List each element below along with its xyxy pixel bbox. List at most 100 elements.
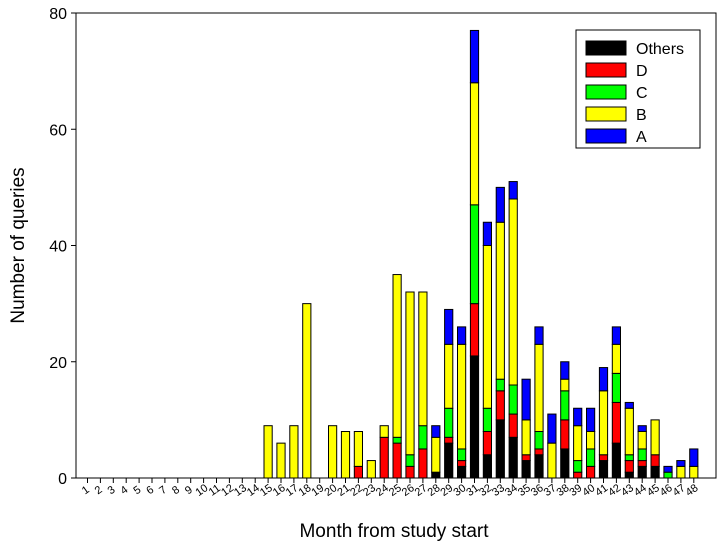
x-tick-label: 30: [451, 482, 468, 499]
bar-b-18: [302, 303, 312, 479]
bar-b-30: [457, 343, 467, 450]
bar-d-35: [521, 454, 531, 462]
bar-d-26: [405, 465, 415, 479]
bar-d-27: [418, 448, 428, 479]
bar-d-31: [469, 303, 480, 357]
bar-others-28: [431, 471, 441, 479]
bar-b-15: [263, 425, 273, 479]
bar-a-40: [586, 407, 596, 432]
bar-d-42: [611, 401, 621, 444]
x-tick-label: 31: [464, 482, 481, 499]
bar-a-43: [624, 401, 634, 409]
bar-b-31: [469, 82, 480, 206]
bar-a-48: [689, 448, 699, 467]
bar-b-43: [624, 407, 634, 456]
bar-a-33: [495, 186, 505, 223]
y-tick-label: 40: [49, 239, 67, 256]
bar-a-34: [508, 181, 518, 200]
x-tick-label: 12: [219, 482, 236, 499]
x-tick-label: 3: [106, 484, 118, 497]
y-tick-label: 0: [58, 471, 67, 488]
bar-c-40: [586, 448, 596, 467]
x-tick-label: 22: [348, 482, 365, 499]
bar-others-29: [444, 442, 454, 479]
bar-others-45: [650, 465, 660, 479]
bar-others-31: [469, 355, 480, 479]
bar-b-41: [598, 390, 609, 456]
bar-d-32: [482, 431, 492, 456]
bar-b-38: [560, 378, 570, 392]
bar-a-41: [598, 367, 609, 392]
bar-c-34: [508, 384, 518, 415]
bar-d-30: [457, 460, 467, 467]
bar-a-30: [457, 326, 467, 345]
bar-b-24: [379, 425, 389, 438]
bar-others-32: [482, 454, 492, 479]
legend-swatch-d: [585, 62, 627, 78]
x-tick-label: 42: [606, 482, 623, 499]
bar-others-42: [611, 442, 621, 479]
x-tick-label: 9: [183, 484, 195, 497]
legend-swatch-b: [585, 106, 627, 122]
bar-d-45: [650, 454, 660, 467]
x-tick-label: 29: [439, 482, 456, 499]
bar-others-30: [457, 465, 467, 479]
bar-b-39: [573, 425, 583, 462]
x-tick-label: 45: [645, 482, 662, 499]
bar-b-26: [405, 291, 415, 456]
bar-c-42: [611, 372, 621, 403]
bar-a-47: [676, 460, 686, 467]
bar-d-36: [534, 448, 544, 456]
x-tick-label: 21: [335, 482, 352, 499]
x-tick-label: 11: [207, 482, 223, 498]
y-tick-label: 80: [49, 6, 67, 23]
bar-d-44: [637, 460, 647, 467]
bar-b-17: [289, 425, 299, 479]
x-tick-label: 2: [93, 484, 105, 497]
bar-b-34: [508, 198, 518, 386]
x-tick-label: 33: [490, 482, 507, 499]
bar-c-44: [637, 448, 647, 462]
bar-b-16: [276, 442, 286, 479]
bar-d-43: [624, 460, 634, 473]
bar-d-34: [508, 413, 518, 438]
bar-d-25: [392, 442, 402, 479]
bar-c-46: [663, 471, 673, 479]
legend-swatch-a: [585, 128, 627, 144]
bar-c-30: [457, 448, 467, 462]
bar-b-21: [340, 431, 351, 479]
x-tick-label: 25: [387, 482, 404, 499]
y-tick-label: 20: [49, 355, 67, 372]
bar-b-40: [586, 431, 596, 450]
x-axis-ticks: 1 2 3 4 5 6 7 8 91011121314151617181920212223242…: [80, 478, 701, 499]
y-axis-label: Number of queries: [8, 167, 29, 323]
bar-a-39: [573, 407, 583, 427]
x-tick-label: 24: [374, 482, 391, 499]
legend-label-c: C: [636, 85, 648, 102]
bar-others-44: [637, 465, 647, 479]
bar-a-36: [534, 326, 544, 345]
x-tick-label: 16: [271, 482, 288, 499]
bar-d-41: [598, 454, 609, 462]
legend-label-d: D: [636, 63, 648, 80]
bar-a-32: [482, 221, 492, 246]
y-axis-ticks: 0 20 40 60 80: [49, 6, 76, 488]
bar-b-27: [418, 291, 428, 427]
x-tick-label: 17: [284, 482, 301, 499]
bar-b-28: [431, 436, 441, 473]
legend-label-others: Others: [636, 41, 684, 58]
x-tick-label: 32: [477, 482, 494, 499]
bar-d-24: [379, 436, 389, 479]
bar-b-36: [534, 343, 544, 432]
x-tick-label: 35: [516, 482, 533, 499]
x-tick-label: 4: [119, 484, 131, 497]
bar-b-48: [689, 465, 699, 479]
x-tick-label: 23: [361, 482, 378, 499]
bar-others-33: [495, 419, 505, 479]
x-tick-label: 8: [170, 484, 182, 497]
bar-b-25: [392, 274, 402, 438]
x-tick-label: 44: [632, 482, 649, 499]
x-tick-label: 13: [232, 482, 249, 499]
